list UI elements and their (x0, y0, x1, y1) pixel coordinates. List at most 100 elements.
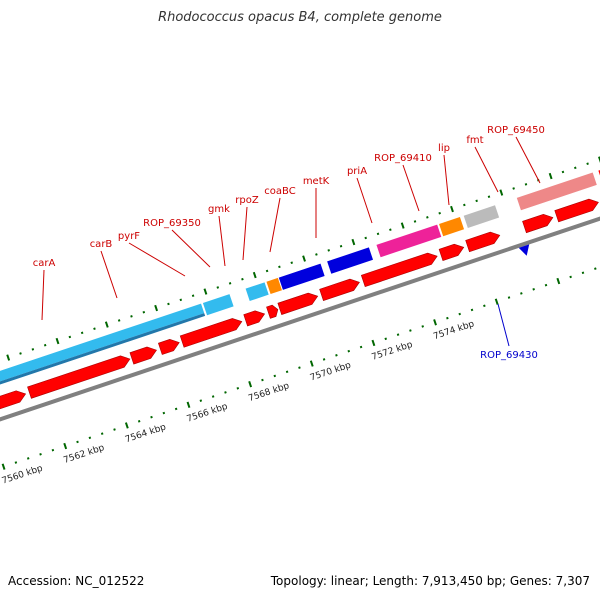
tick-mark (179, 298, 183, 302)
gene-bar-carA-carB (0, 303, 205, 383)
gene-label-ROP_69430[interactable]: ROP_69430 (480, 350, 538, 361)
scale-tick (409, 329, 412, 332)
scale-tick (174, 407, 178, 411)
gene-bar-coaBC (278, 263, 325, 290)
scale-label: 7562 kbp (62, 443, 106, 466)
tick-row-scale (1, 267, 597, 470)
scale-tick (63, 442, 68, 450)
tick-mark (438, 211, 441, 215)
cds-arrow (129, 346, 157, 365)
scale-tick (470, 308, 474, 312)
scale-tick (371, 339, 376, 347)
tick-mark (524, 183, 528, 186)
scale-tick (51, 448, 55, 452)
cds-arrow (465, 231, 501, 253)
tick-mark (450, 205, 454, 213)
scale-tick (507, 296, 511, 299)
tick-mark (31, 348, 35, 351)
gene-bar-metK (327, 247, 374, 274)
tick-mark (389, 228, 392, 231)
cds-arrow (0, 390, 27, 413)
scale-label: 7566 kbp (186, 402, 230, 425)
tick-mark (574, 166, 577, 170)
tick-mark (203, 288, 208, 295)
cds-arrow (27, 355, 131, 399)
gene-label-fmt[interactable]: fmt (466, 135, 483, 146)
tick-mark (216, 286, 220, 289)
cds-arrow (266, 304, 279, 319)
scale-tick (88, 436, 92, 440)
gene-label-rpoZ[interactable]: rpoZ (235, 195, 259, 206)
tick-mark (400, 222, 405, 229)
genes-value: 7,307 (555, 574, 590, 588)
scale-tick (458, 312, 461, 316)
tick-mark (290, 261, 294, 264)
scale-tick (261, 378, 264, 382)
tick-mark (104, 321, 109, 328)
gene-bar-priA (376, 224, 442, 258)
gene-label-ROP_69450[interactable]: ROP_69450 (487, 125, 545, 136)
gene-label-carA[interactable]: carA (33, 258, 56, 269)
gene-bar-fmt-ROP_69450 (516, 172, 597, 211)
topology-label: Topology: (270, 574, 327, 588)
scale-label: 7564 kbp (124, 422, 168, 445)
accession-value: NC_012522 (75, 574, 145, 588)
tick-mark (43, 343, 47, 347)
scale-tick (335, 354, 338, 357)
gene-label-carB[interactable]: carB (90, 239, 113, 250)
tick-mark (154, 304, 159, 312)
cds-arrow (319, 278, 360, 301)
scale-tick (347, 349, 351, 353)
tick-mark (376, 232, 380, 236)
callout-line-coaBC (269, 197, 281, 253)
tick-mark (413, 220, 417, 223)
scale-tick (532, 288, 535, 291)
cds-arrow (243, 310, 266, 327)
callout-line-ROP_69430 (497, 303, 510, 347)
scale-tick (569, 275, 572, 279)
genome-backbone (0, 181, 600, 453)
accession-info: Accession: NC_012522 (8, 574, 144, 588)
cds-arrow (157, 339, 180, 355)
scale-tick (26, 457, 30, 460)
tick-mark (265, 269, 269, 273)
cds-arrow (522, 214, 554, 234)
callout-line-ROP_69350 (171, 229, 211, 268)
scale-tick (113, 428, 116, 431)
scale-tick (273, 374, 277, 378)
gene-label-coaBC[interactable]: coaBC (264, 186, 295, 197)
gene-label-lip[interactable]: lip (438, 143, 450, 154)
scale-tick (556, 277, 561, 285)
gene-bar-carA-carB-shadow (0, 313, 206, 386)
cds-arrow (360, 252, 438, 288)
gene-bar-ROP_69410 (439, 216, 465, 237)
length-value: 7,913,450 bp (421, 574, 502, 588)
tick-mark (68, 335, 72, 339)
tick-mark (93, 327, 96, 330)
gene-label-ROP_69350[interactable]: ROP_69350 (143, 218, 201, 229)
scale-tick (150, 415, 153, 419)
gene-label-priA[interactable]: priA (347, 166, 367, 177)
gene-label-ROP_69410[interactable]: ROP_69410 (374, 153, 432, 164)
scale-tick (594, 267, 597, 270)
cds-track (0, 198, 599, 413)
tick-mark (117, 319, 121, 322)
callout-line-carB (100, 250, 118, 299)
scale-tick (396, 333, 400, 336)
gene-label-gmk[interactable]: gmk (208, 204, 230, 215)
gene-bar-pyrF (202, 294, 234, 316)
scale-tick (137, 420, 141, 423)
gene-label-pyrF[interactable]: pyrF (118, 231, 140, 242)
tick-mark (167, 302, 170, 306)
tick-mark (586, 162, 589, 165)
scale-tick (76, 440, 79, 444)
tick-mark (228, 282, 232, 285)
scale-tick (384, 337, 388, 341)
scale-tick (124, 422, 129, 429)
tick-mark (278, 265, 281, 269)
gene-label-metK[interactable]: metK (303, 176, 330, 187)
tick-mark (561, 170, 565, 174)
callout-line-pyrF (128, 242, 186, 277)
